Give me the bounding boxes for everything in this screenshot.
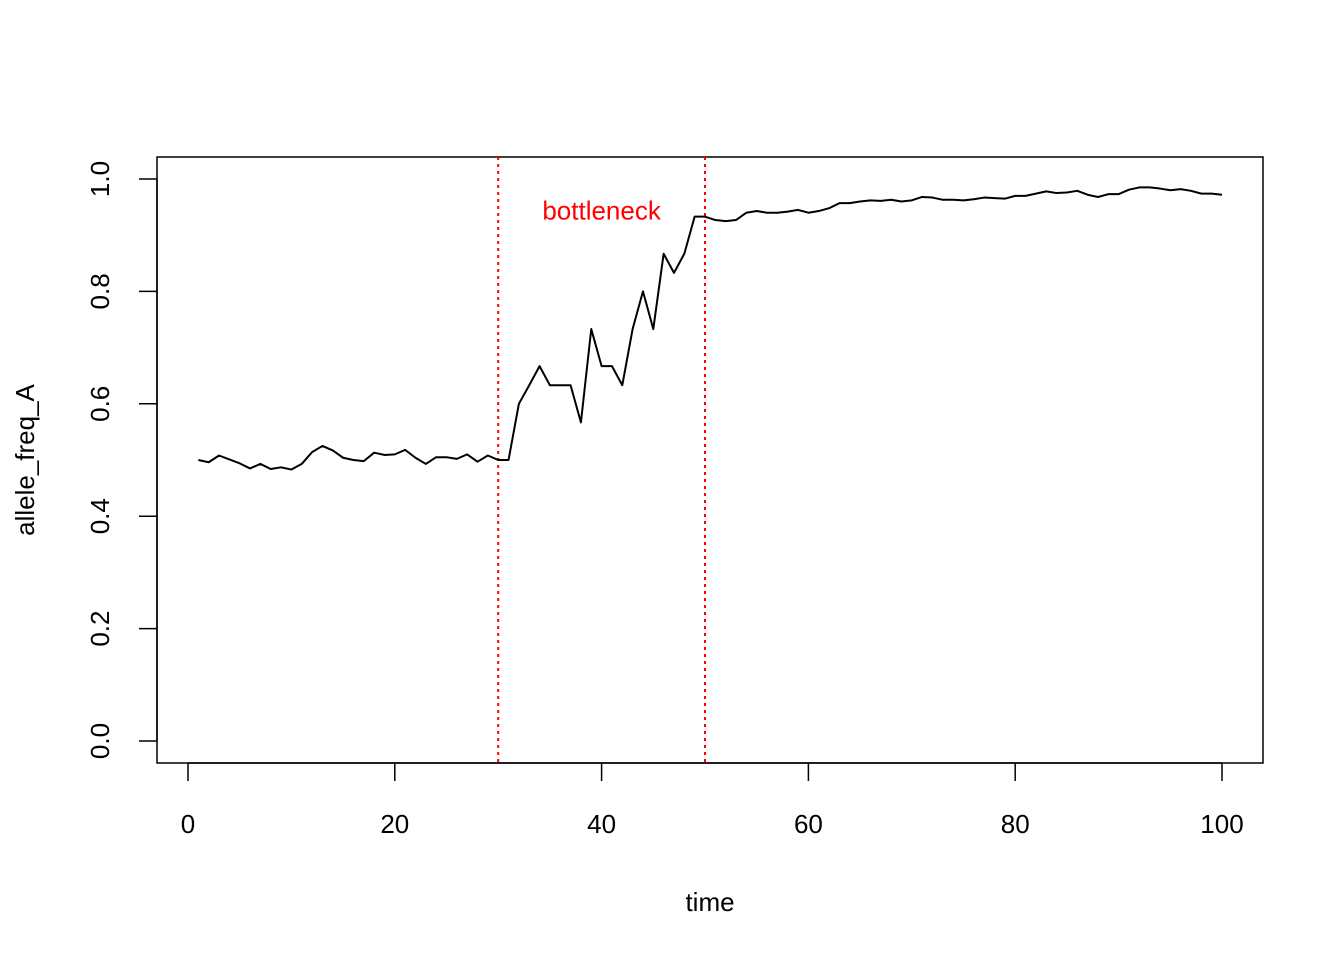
- y-tick-label: 1.0: [85, 161, 115, 197]
- series-group: [198, 186, 1223, 471]
- x-tick-label: 20: [380, 809, 409, 839]
- plot-box: [156, 156, 1264, 764]
- x-tick-label: 80: [1001, 809, 1030, 839]
- annotation-label: bottleneck: [542, 196, 662, 226]
- x-axis-title: time: [685, 887, 734, 917]
- annotations: bottleneck: [542, 196, 662, 226]
- y-tick-label: 0.8: [85, 273, 115, 309]
- y-tick-label: 0.0: [85, 723, 115, 759]
- x-tick-label: 40: [587, 809, 616, 839]
- y-tick-label: 0.4: [85, 498, 115, 534]
- reference-lines: [497, 157, 706, 763]
- x-tick-label: 0: [181, 809, 195, 839]
- y-axis-title: allele_freq_A: [10, 383, 40, 535]
- x-tick-label: 60: [794, 809, 823, 839]
- y-axis: 0.0 0.2 0.4 0.6 0.8 1.0: [85, 161, 158, 759]
- x-axis: 0 20 40 60 80 100: [181, 762, 1244, 839]
- y-tick-label: 0.2: [85, 611, 115, 647]
- series-line: [198, 186, 1223, 471]
- y-tick-label: 0.6: [85, 386, 115, 422]
- x-tick-label: 100: [1200, 809, 1243, 839]
